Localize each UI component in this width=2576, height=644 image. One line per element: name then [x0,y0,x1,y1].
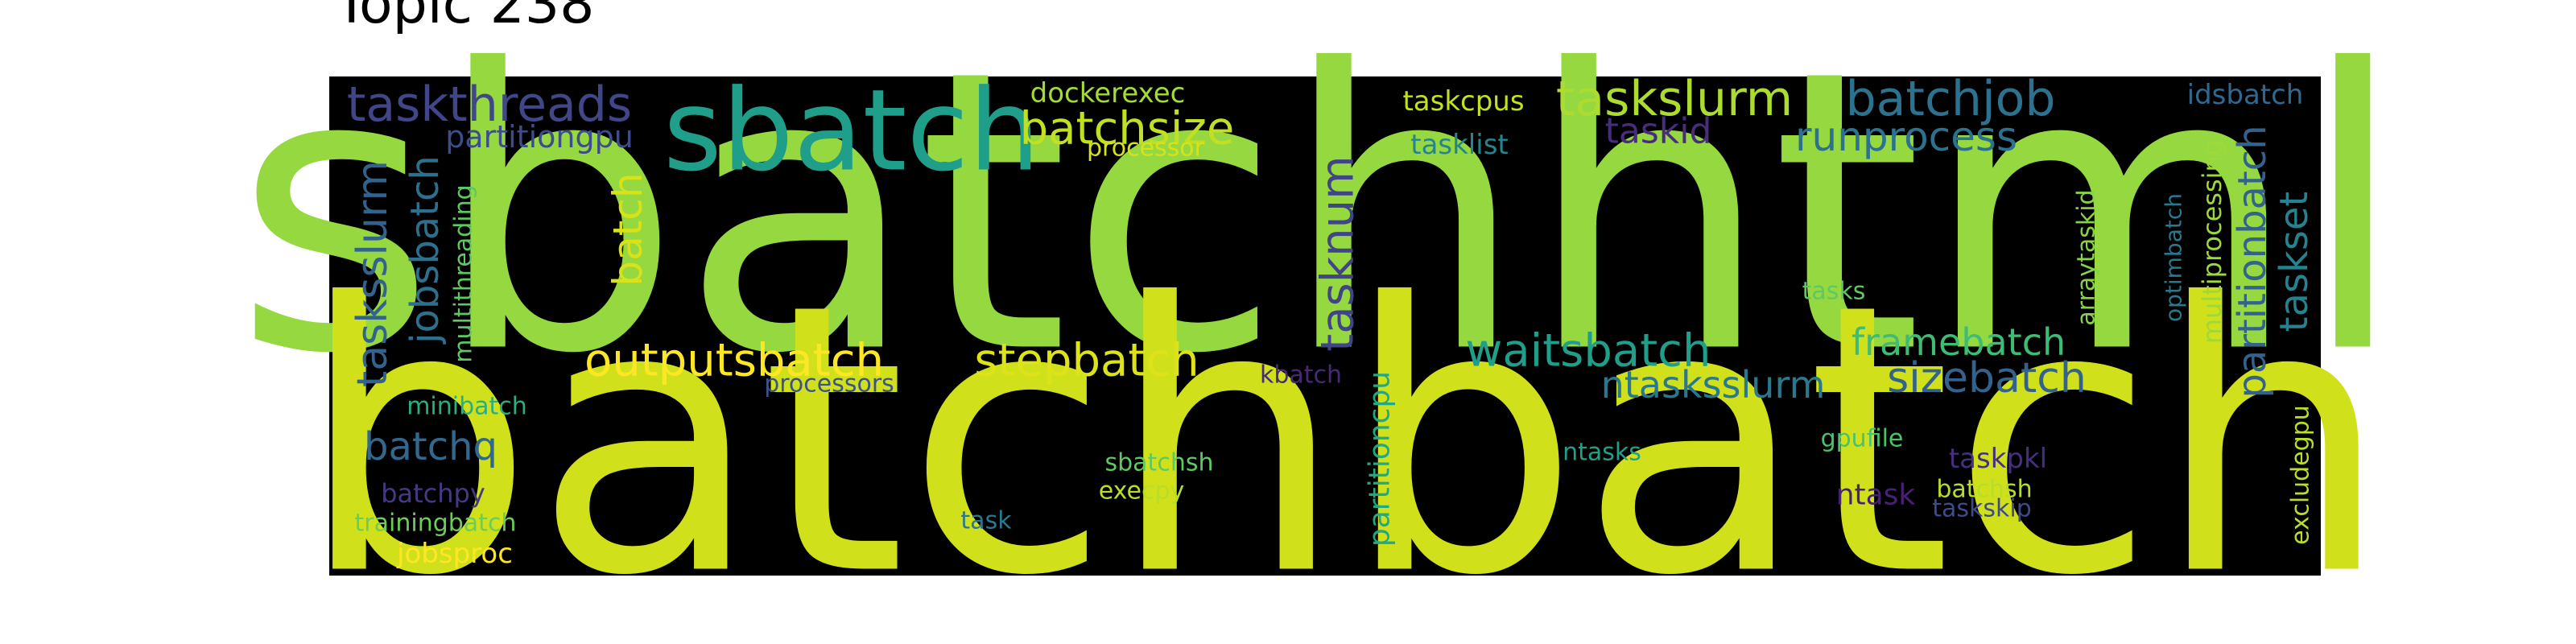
word-cloud-word: jobsproc [396,538,513,570]
word-cloud-word: taskskip [1932,495,2032,523]
word-cloud-word: kbatch [1260,361,1342,390]
word-cloud-words: sbatchhtmlbatchbatchsbatchtaskthreadspar… [234,0,2407,644]
word-cloud-word: taskcpus [1402,85,1524,118]
word-cloud-word: execpy [1099,477,1185,506]
word-cloud-word: dockerexec [1030,77,1186,109]
word-cloud-word: batchbatch [299,226,2389,644]
chart-title: Topic 238 [335,0,595,36]
word-cloud-word: partitionbatch [2230,125,2275,398]
word-cloud-word: framebatch [1852,320,2066,364]
word-cloud-word: stepbatch [974,335,1199,387]
word-cloud-word: tasklist [1410,129,1509,161]
word-cloud-word: sbatchsh [1105,449,1214,477]
word-cloud-word: batchsize [1020,103,1235,155]
word-cloud-word: partitioncpu [1364,371,1397,547]
word-cloud-word: sbatchhtml [234,0,2407,439]
word-cloud-word: partitiongpu [445,119,634,155]
word-cloud-word: tasknum [1312,155,1364,351]
word-cloud-word: ntasks [1563,439,1641,467]
word-cloud-word: taskid [1605,111,1712,152]
word-cloud-word: trainingbatch [355,510,517,538]
word-cloud-word: outputsbatch [584,335,884,387]
word-cloud-word: ntask [1836,479,1916,512]
word-cloud-word: batchq [364,424,497,469]
word-cloud-word: runprocess [1795,114,2017,160]
word-cloud-word: task [960,507,1012,535]
word-cloud-word: taskpkl [1949,443,2047,475]
word-cloud-word: ntasksslurm [1601,363,1826,407]
word-cloud-word: tasks [1802,278,1866,306]
word-cloud-word: batch [605,172,651,286]
word-cloud-word: processors [764,370,894,398]
word-cloud-word: arraytaskid [2073,189,2101,325]
word-cloud-word: processor [1087,134,1205,163]
word-cloud-word: waitsbatch [1466,325,1711,378]
word-cloud-word: batchpy [381,478,485,509]
word-cloud-word: idsbatch [2187,79,2304,111]
word-cloud-word: taskset [2272,192,2317,332]
word-cloud-word: taskthreads [347,76,632,133]
word-cloud-word: taskslurm [1556,71,1793,127]
word-cloud-word: batchsh [1936,476,2032,504]
word-cloud-word: multithreading [450,184,478,362]
word-cloud-word: gpufile [1821,425,1904,453]
word-cloud-word: jobsbatch [402,155,448,345]
word-cloud-word: sbatch [663,66,1040,197]
word-cloud-word: batchjob [1846,71,2056,127]
word-cloud-word: tasksslurm [349,160,397,387]
word-cloud-word: minibatch [407,393,527,421]
word-cloud-background [329,76,2321,576]
word-cloud-word: excludegpu [2287,405,2315,545]
word-cloud-word: optimbatch [2161,193,2187,322]
word-cloud-word: multiprocessing [2197,139,2227,344]
word-cloud-word: sizebatch [1887,354,2087,402]
